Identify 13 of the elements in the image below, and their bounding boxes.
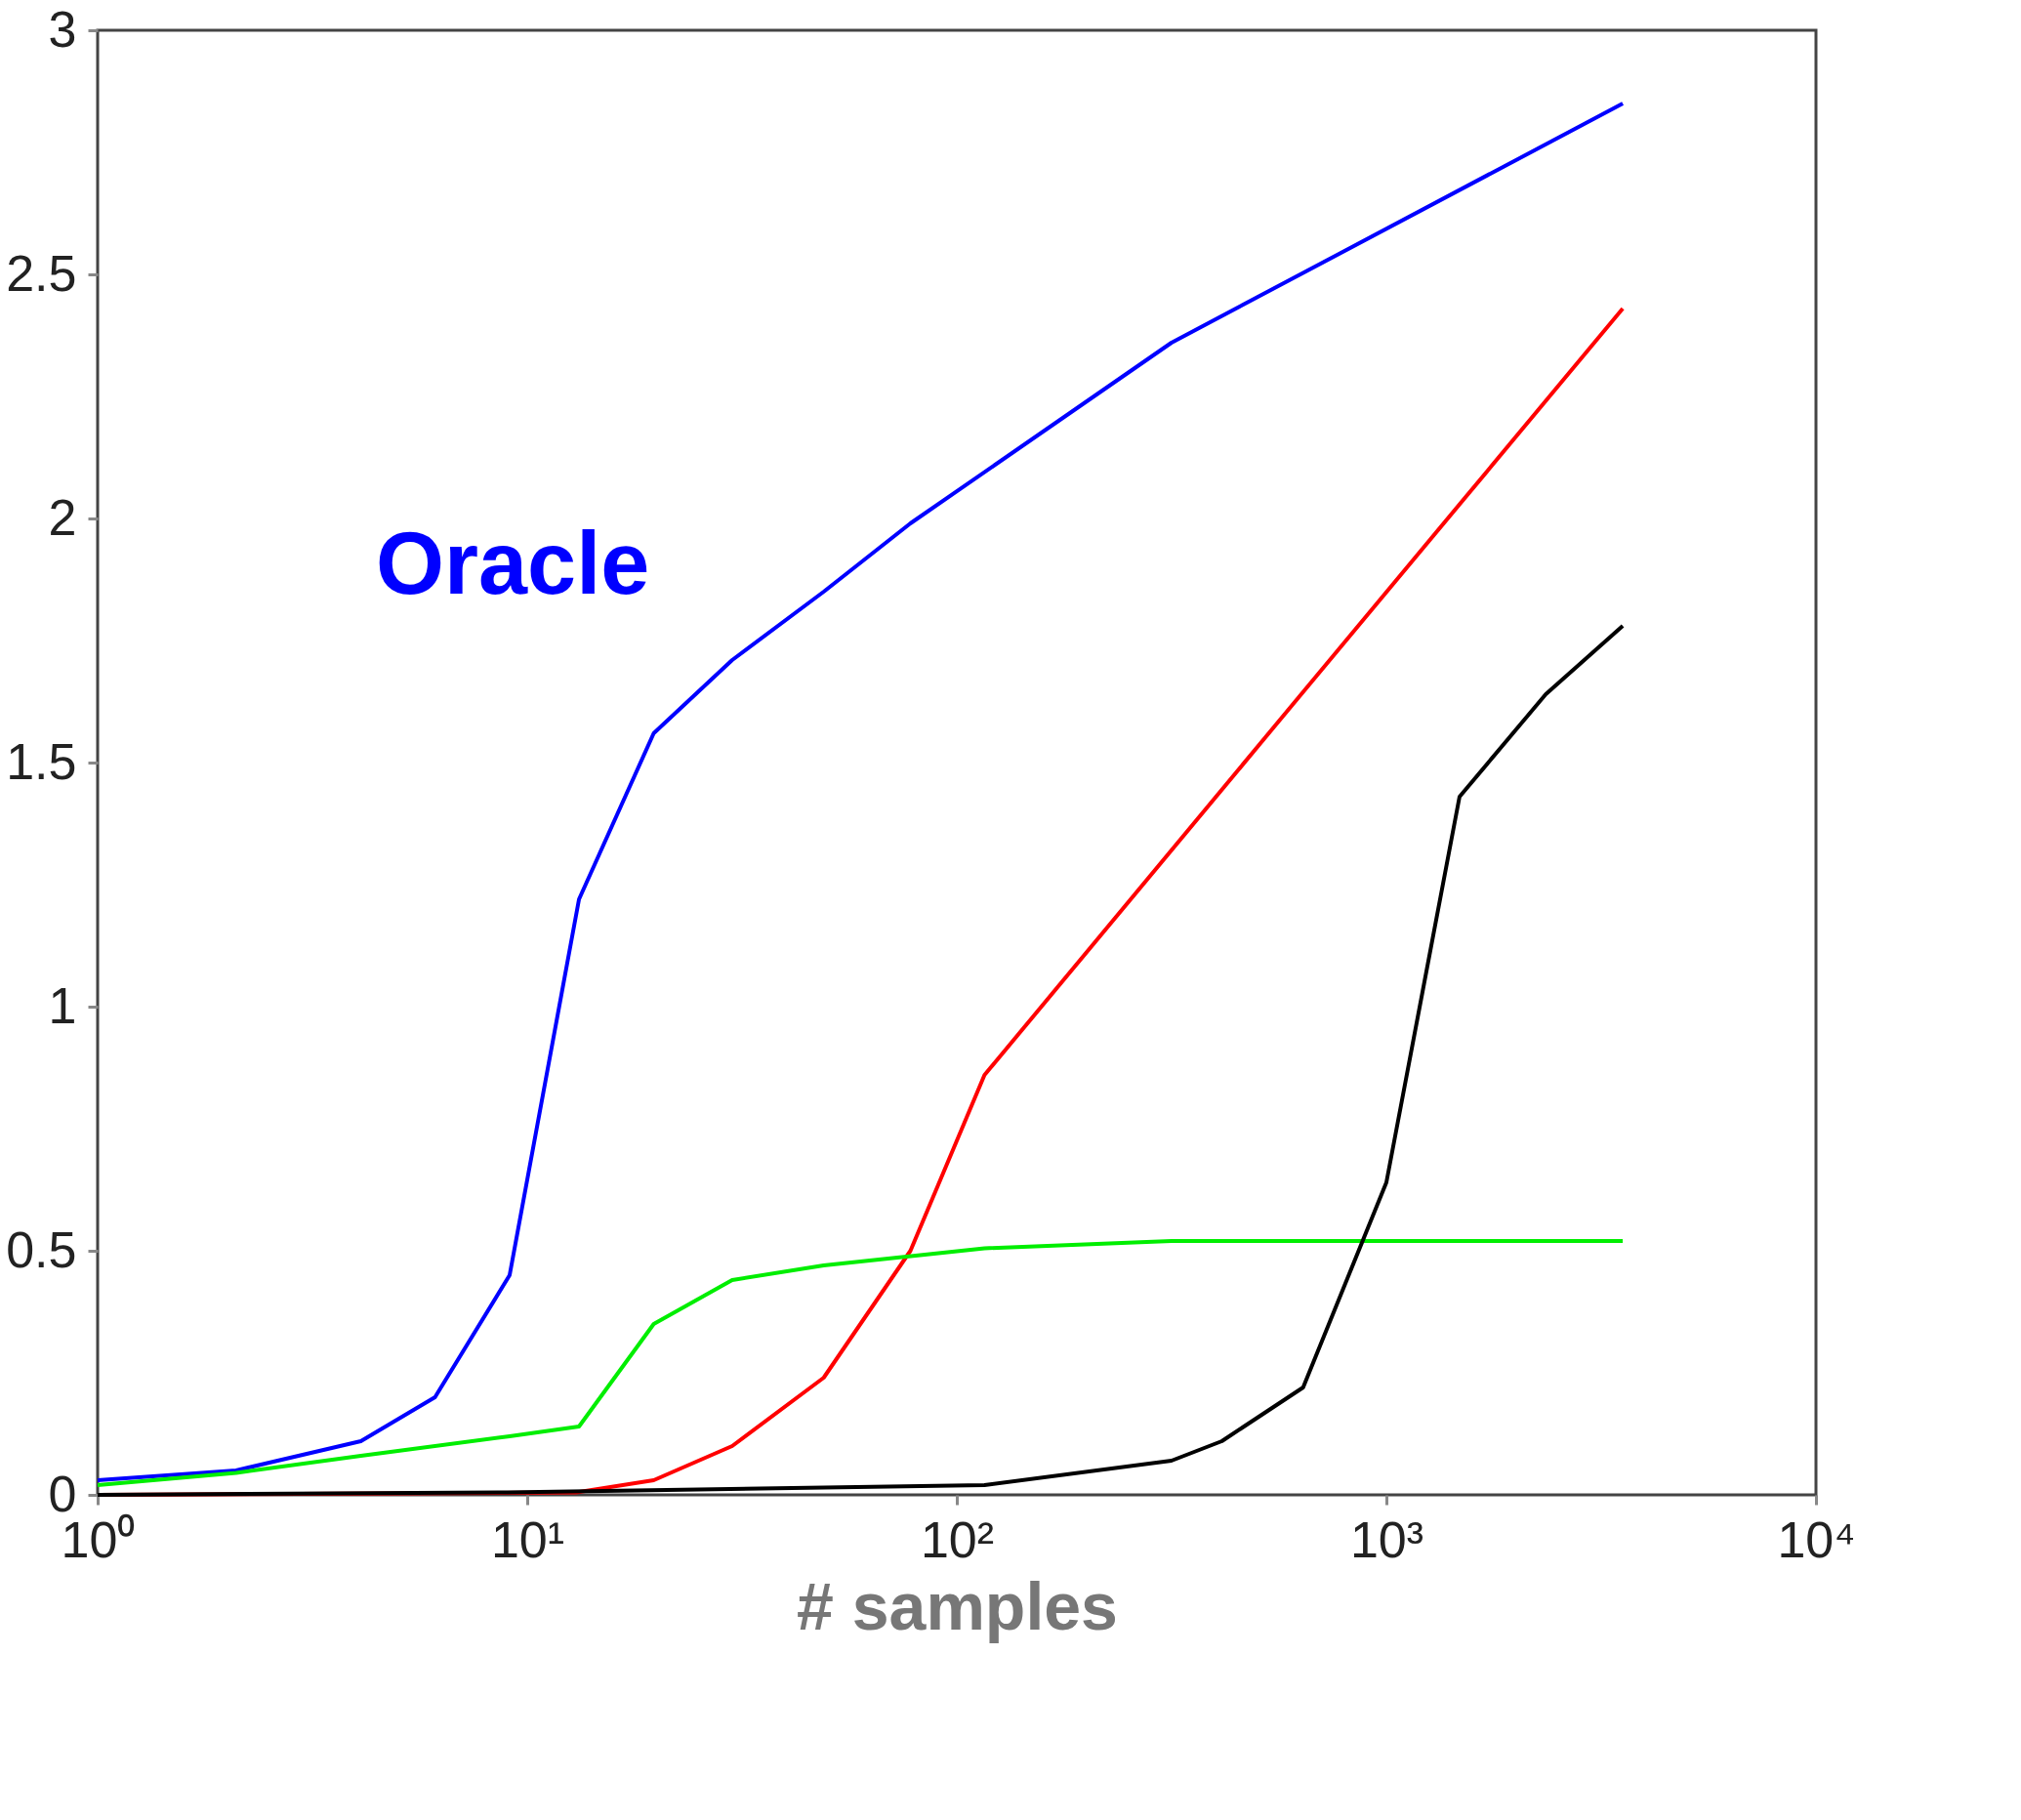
y-tick-label: 1	[48, 976, 77, 1034]
x-tick-label: 10²	[920, 1510, 995, 1568]
y-tick-label: 2.5	[6, 244, 77, 302]
series-label: Oracle	[376, 515, 650, 612]
y-tick-label: 0	[48, 1465, 77, 1522]
y-tick-label: 2	[48, 488, 77, 546]
x-tick-label: 10³	[1349, 1510, 1424, 1568]
y-tick-label: 3	[48, 0, 77, 58]
x-tick-label: 10¹	[490, 1510, 565, 1568]
x-axis-title: # samples	[797, 1568, 1118, 1643]
y-tick-label: 1.5	[6, 732, 77, 790]
x-tick-label: 10⁴	[1777, 1510, 1856, 1568]
y-tick-label: 0.5	[6, 1220, 77, 1278]
